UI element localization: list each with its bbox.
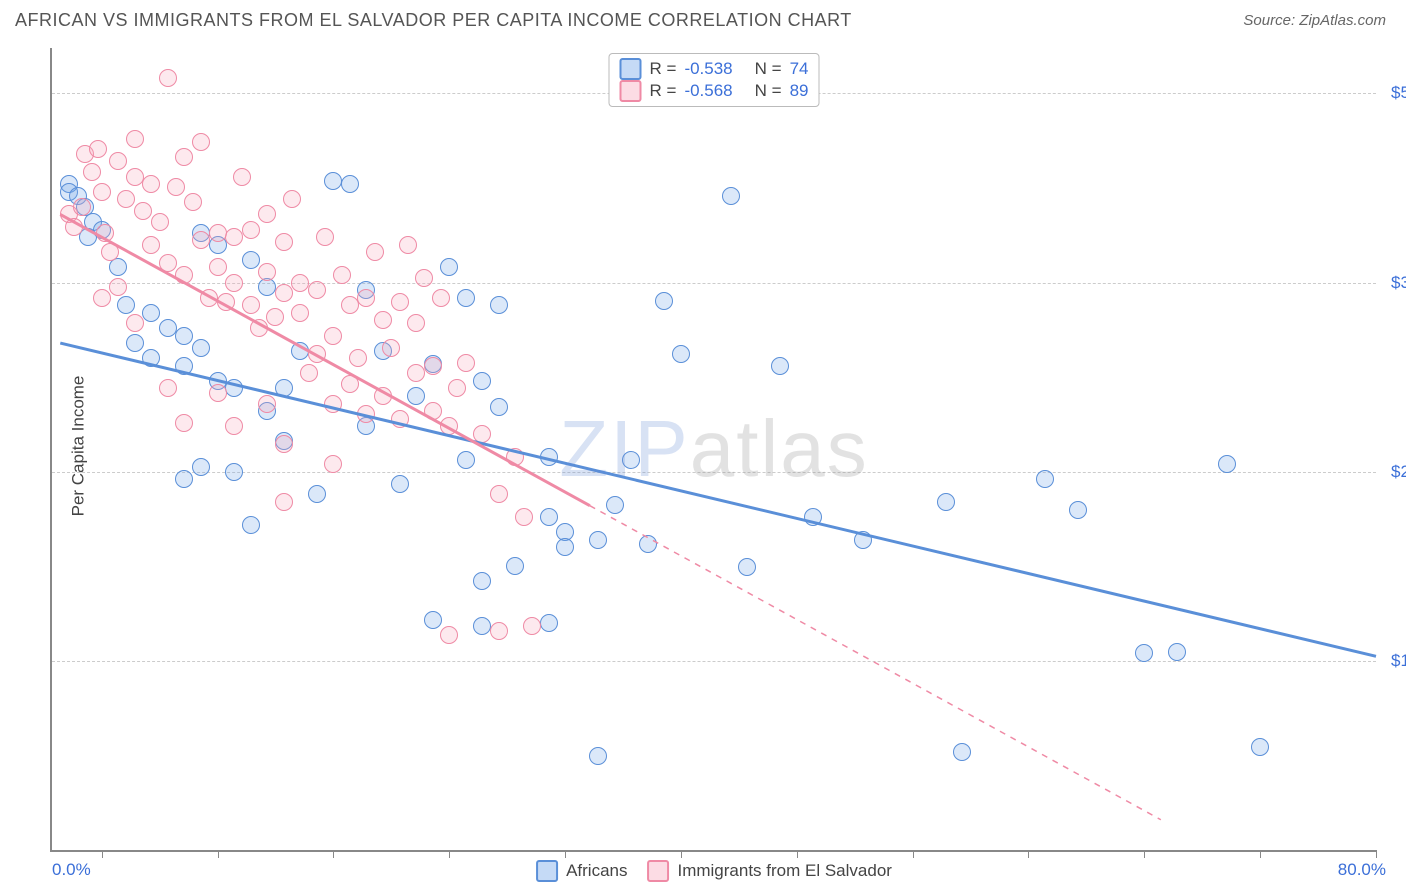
source-name: ZipAtlas.com xyxy=(1299,12,1386,29)
x-tick xyxy=(1028,850,1029,858)
x-tick xyxy=(1144,850,1145,858)
n-value-africans: 74 xyxy=(790,59,809,79)
x-tick xyxy=(681,850,682,858)
series-legend-item-el_salvador: Immigrants from El Salvador xyxy=(647,860,891,882)
source-prefix: Source: xyxy=(1243,12,1299,29)
x-tick xyxy=(913,850,914,858)
page-title: AFRICAN VS IMMIGRANTS FROM EL SALVADOR P… xyxy=(15,10,852,31)
y-tick-label: $12,500 xyxy=(1381,651,1406,671)
r-value-africans: -0.538 xyxy=(684,59,732,79)
r-value-el_salvador: -0.568 xyxy=(684,81,732,101)
series-swatch-el_salvador xyxy=(647,860,669,882)
x-tick xyxy=(218,850,219,858)
n-label: N = xyxy=(755,81,782,101)
x-tick xyxy=(797,850,798,858)
r-label: R = xyxy=(650,81,677,101)
y-tick-label: $50,000 xyxy=(1381,83,1406,103)
x-axis-max-label: 80.0% xyxy=(1338,860,1386,880)
regline-africans xyxy=(60,343,1376,656)
series-label-africans: Africans xyxy=(566,861,627,881)
r-label: R = xyxy=(650,59,677,79)
corr-row-el_salvador: R = -0.568 N = 89 xyxy=(620,80,809,102)
series-label-el_salvador: Immigrants from El Salvador xyxy=(677,861,891,881)
correlation-legend: R = -0.538 N = 74 R = -0.568 N = 89 xyxy=(609,53,820,107)
chart-area: ZIPatlas R =-0.538N =74R =-0.568N =89 0.… xyxy=(50,48,1376,852)
y-tick-label: $37,500 xyxy=(1381,273,1406,293)
regression-lines-layer xyxy=(52,48,1376,850)
x-tick xyxy=(102,850,103,858)
x-tick xyxy=(565,850,566,858)
n-value-el_salvador: 89 xyxy=(790,81,809,101)
legend-swatch-africans xyxy=(620,58,642,80)
x-tick xyxy=(333,850,334,858)
x-tick xyxy=(449,850,450,858)
corr-row-africans: R = -0.538 N = 74 xyxy=(620,58,809,80)
source-credit: Source: ZipAtlas.com xyxy=(1243,12,1386,29)
series-legend: Africans Immigrants from El Salvador xyxy=(536,860,892,882)
n-label: N = xyxy=(755,59,782,79)
series-legend-item-africans: Africans xyxy=(536,860,627,882)
regline-dashed-el_salvador xyxy=(590,506,1161,820)
x-axis-min-label: 0.0% xyxy=(52,860,91,880)
legend-swatch-el_salvador xyxy=(620,80,642,102)
x-tick xyxy=(1376,850,1377,858)
y-tick-label: $25,000 xyxy=(1381,462,1406,482)
regline-el_salvador xyxy=(60,214,590,505)
x-tick xyxy=(1260,850,1261,858)
series-swatch-africans xyxy=(536,860,558,882)
